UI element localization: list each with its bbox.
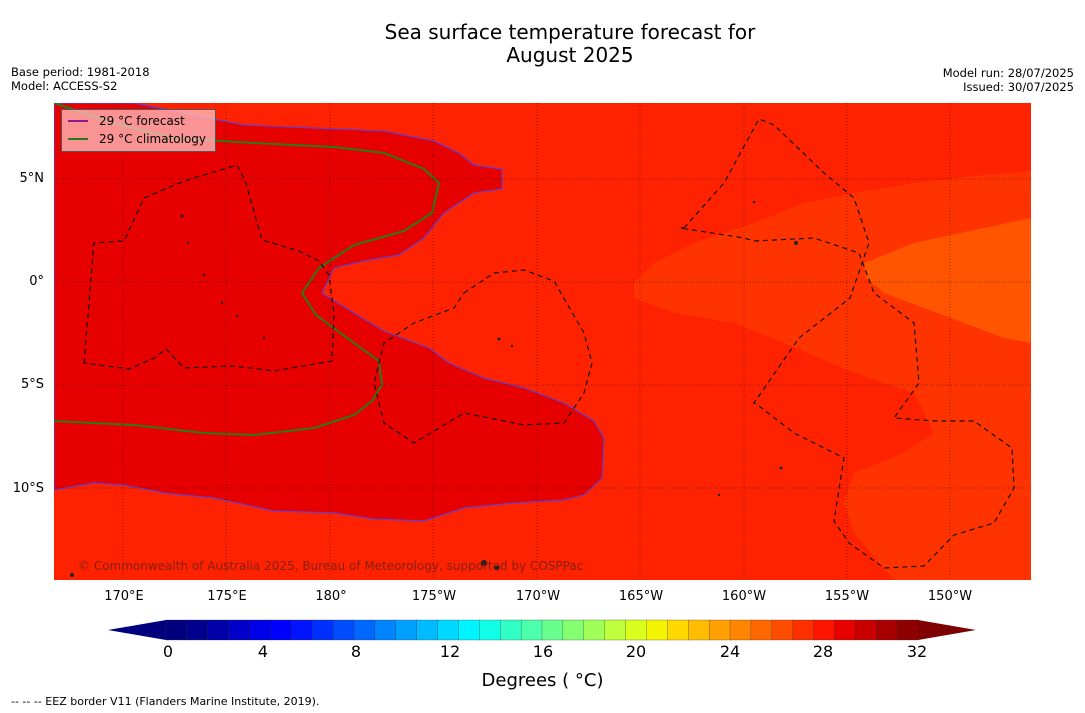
colorbar-swatch bbox=[291, 619, 313, 641]
model-name: Model: ACCESS-S2 bbox=[11, 79, 118, 93]
sst-warm-pool bbox=[54, 103, 605, 522]
lon-label-170e: 170°E bbox=[104, 589, 144, 604]
lon-label-170w: 170°W bbox=[515, 589, 561, 604]
colorbar-swatch bbox=[249, 619, 272, 641]
colorbar-swatch bbox=[876, 619, 898, 641]
lon-label-150w: 150°W bbox=[927, 589, 973, 604]
legend-forecast-label: 29 °C forecast bbox=[99, 114, 185, 128]
lon-label-175w: 175°W bbox=[411, 589, 457, 604]
legend-item-forecast: 29 °C forecast bbox=[68, 113, 185, 129]
copyright-notice: © Commonwealth of Australia 2025, Bureau… bbox=[78, 559, 584, 573]
colorbar-swatch bbox=[207, 619, 230, 641]
colorbar-tick-0: 0 bbox=[162, 642, 174, 661]
lat-label-5n: 5°N bbox=[19, 171, 45, 186]
climatology-line-swatch bbox=[68, 138, 88, 140]
colorbar-swatch bbox=[855, 619, 877, 641]
map-gridlines bbox=[54, 103, 1031, 580]
colorbar-tick-28: 28 bbox=[812, 642, 834, 661]
colorbar-swatch bbox=[667, 619, 689, 641]
colorbar-swatch bbox=[792, 619, 815, 641]
colorbar-swatch bbox=[353, 619, 376, 641]
colorbar-swatch bbox=[896, 619, 919, 641]
colorbar-swatch bbox=[165, 619, 188, 641]
colorbar-swatch bbox=[834, 619, 856, 641]
colorbar-swatch bbox=[186, 619, 209, 641]
sst-map bbox=[54, 103, 1031, 580]
colorbar-swatch bbox=[416, 619, 439, 641]
lat-label-10s: 10°S bbox=[12, 481, 44, 496]
climatology-contour bbox=[54, 103, 441, 437]
map-legend: 29 °C forecast 29 °C climatology bbox=[61, 109, 216, 152]
lon-label-155w: 155°W bbox=[824, 589, 870, 604]
colorbar-swatch bbox=[729, 619, 752, 641]
eez-footnote: -- -- -- EEZ border V11 (Flanders Marine… bbox=[11, 695, 320, 708]
lon-label-165w: 165°W bbox=[618, 589, 664, 604]
legend-climatology-label: 29 °C climatology bbox=[99, 132, 207, 146]
lat-label-0: 0° bbox=[29, 274, 44, 289]
colorbar-swatch bbox=[458, 619, 480, 641]
colorbar-swatch bbox=[625, 619, 648, 641]
colorbar-tick-20: 20 bbox=[625, 642, 647, 661]
model-run: Model run: 28/07/2025 bbox=[942, 66, 1074, 80]
colorbar-swatch bbox=[688, 619, 710, 641]
lon-label-160w: 160°W bbox=[721, 589, 767, 604]
meta-right: Model run: 28/07/2025 Issued: 30/07/2025 bbox=[943, 66, 1074, 94]
colorbar-swatch bbox=[562, 619, 585, 641]
lat-label-5s: 5°S bbox=[20, 377, 44, 392]
island-markers bbox=[70, 200, 798, 577]
colorbar-label: Degrees ( °C) bbox=[481, 670, 604, 691]
colorbar-over-arrow bbox=[918, 620, 976, 640]
colorbar-tick-8: 8 bbox=[350, 642, 362, 661]
colorbar-swatch bbox=[437, 619, 460, 641]
colorbar-swatch bbox=[312, 619, 334, 641]
colorbar-swatch bbox=[520, 619, 543, 641]
page-title: Sea surface temperature forecast for Aug… bbox=[0, 21, 1085, 67]
colorbar-swatch bbox=[646, 619, 668, 641]
eez-borders bbox=[83, 118, 1015, 569]
colorbar-swatch bbox=[604, 619, 627, 641]
colorbar-swatch bbox=[374, 619, 397, 641]
colorbar-swatch bbox=[270, 619, 292, 641]
colorbar-swatch bbox=[541, 619, 564, 641]
colorbar-swatch bbox=[500, 619, 522, 641]
colorbar-swatch bbox=[395, 619, 418, 641]
colorbar-tick-16: 16 bbox=[532, 642, 554, 661]
base-period: Base period: 1981-2018 bbox=[11, 65, 150, 79]
legend-item-climatology: 29 °C climatology bbox=[68, 131, 206, 147]
colorbar-tick-32: 32 bbox=[906, 642, 928, 661]
colorbar-tick-24: 24 bbox=[719, 642, 741, 661]
colorbar-under-arrow bbox=[108, 620, 166, 640]
meta-left: Base period: 1981-2018 Model: ACCESS-S2 bbox=[11, 65, 150, 93]
colorbar-tick-4: 4 bbox=[257, 642, 269, 661]
colorbar-swatch bbox=[332, 619, 355, 641]
colorbar-swatch bbox=[771, 619, 794, 641]
colorbar-swatch bbox=[750, 619, 773, 641]
colorbar-swatch bbox=[583, 619, 606, 641]
title-line-1: Sea surface temperature forecast for bbox=[384, 20, 756, 44]
colorbar-tick-12: 12 bbox=[439, 642, 461, 661]
sst-band-27 bbox=[864, 218, 1031, 343]
issued-date: Issued: 30/07/2025 bbox=[963, 80, 1074, 94]
title-line-2: August 2025 bbox=[506, 43, 634, 67]
lon-label-180: 180° bbox=[315, 589, 347, 604]
colorbar-swatch bbox=[813, 619, 836, 641]
forecast-line-swatch bbox=[68, 120, 88, 122]
colorbar-swatch bbox=[479, 619, 501, 641]
colorbar bbox=[108, 619, 976, 641]
colorbar-swatch bbox=[228, 619, 251, 641]
colorbar-swatch bbox=[708, 619, 731, 641]
sst-map-canvas bbox=[54, 103, 1031, 580]
lon-label-175e: 175°E bbox=[207, 589, 247, 604]
